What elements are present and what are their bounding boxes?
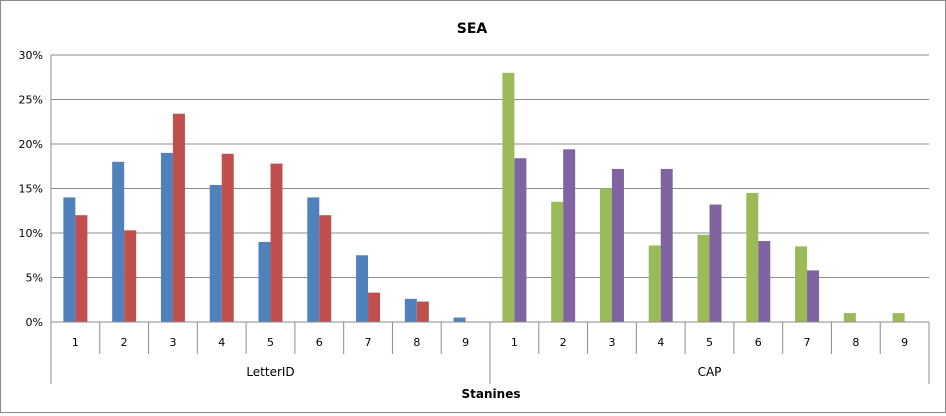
y-tick-label: 30% — [19, 49, 43, 62]
bar — [258, 241, 271, 322]
x-tick-label: 5 — [267, 336, 274, 349]
bar — [172, 113, 185, 323]
bar — [599, 188, 612, 322]
gridlines — [51, 54, 929, 278]
chart-title: SEA — [457, 21, 488, 37]
y-tick-label: 15% — [19, 183, 43, 196]
x-tick-label: 4 — [657, 336, 664, 349]
bar — [611, 168, 624, 322]
bar — [709, 204, 722, 322]
x-tick-label: 4 — [218, 336, 225, 349]
x-tick-label: 9 — [462, 336, 469, 349]
bar — [270, 163, 283, 322]
bar — [112, 161, 125, 322]
y-tick-label: 25% — [19, 94, 43, 107]
group-label: LetterID — [246, 365, 294, 379]
x-tick-label: 8 — [852, 336, 859, 349]
bar — [892, 313, 905, 322]
x-tick-label: 9 — [901, 336, 908, 349]
x-tick-label: 2 — [560, 336, 567, 349]
bar — [453, 317, 466, 322]
bar — [124, 230, 137, 322]
x-tick-label: 7 — [365, 336, 372, 349]
y-tick-label: 0% — [26, 316, 43, 329]
bar — [416, 301, 429, 322]
bar — [648, 245, 661, 322]
bar — [160, 152, 173, 322]
bar — [209, 184, 222, 322]
bar — [563, 149, 576, 322]
x-tick-label: 3 — [608, 336, 615, 349]
bar — [795, 246, 808, 322]
bar — [75, 215, 88, 322]
bar — [356, 255, 369, 322]
bar — [63, 197, 76, 322]
x-tick-label: 3 — [169, 336, 176, 349]
bar — [502, 72, 515, 322]
group-label: CAP — [698, 365, 722, 379]
bar — [368, 292, 381, 322]
bar — [807, 270, 820, 322]
bar — [551, 201, 564, 322]
bar — [746, 192, 759, 322]
x-axis: 1 2 3 4 5 6 7 8 9 1 2 3 4 5 6 7 8 9 LetterID CAP — [50, 321, 930, 384]
y-axis: 0% 5% 10% 15% 20% 25% 30% — [19, 49, 52, 329]
bars — [63, 72, 905, 323]
bar — [404, 298, 417, 322]
bar — [843, 313, 856, 322]
y-tick-label: 10% — [19, 227, 43, 240]
bar — [307, 197, 320, 322]
x-tick-label: 2 — [121, 336, 128, 349]
x-tick-label: 5 — [706, 336, 713, 349]
x-tick-label: 6 — [755, 336, 762, 349]
bar — [758, 241, 771, 322]
x-tick-label: 6 — [316, 336, 323, 349]
bar — [514, 158, 527, 322]
y-tick-label: 20% — [19, 138, 43, 151]
bar — [697, 234, 710, 322]
x-tick-label: 1 — [511, 336, 518, 349]
x-tick-label: 7 — [804, 336, 811, 349]
x-axis-title: Stanines — [462, 387, 521, 401]
x-tick-label: 1 — [72, 336, 79, 349]
x-tick-label: 8 — [413, 336, 420, 349]
bar — [319, 215, 332, 322]
y-tick-label: 5% — [26, 272, 43, 285]
bar — [221, 153, 234, 322]
bar — [660, 168, 673, 322]
